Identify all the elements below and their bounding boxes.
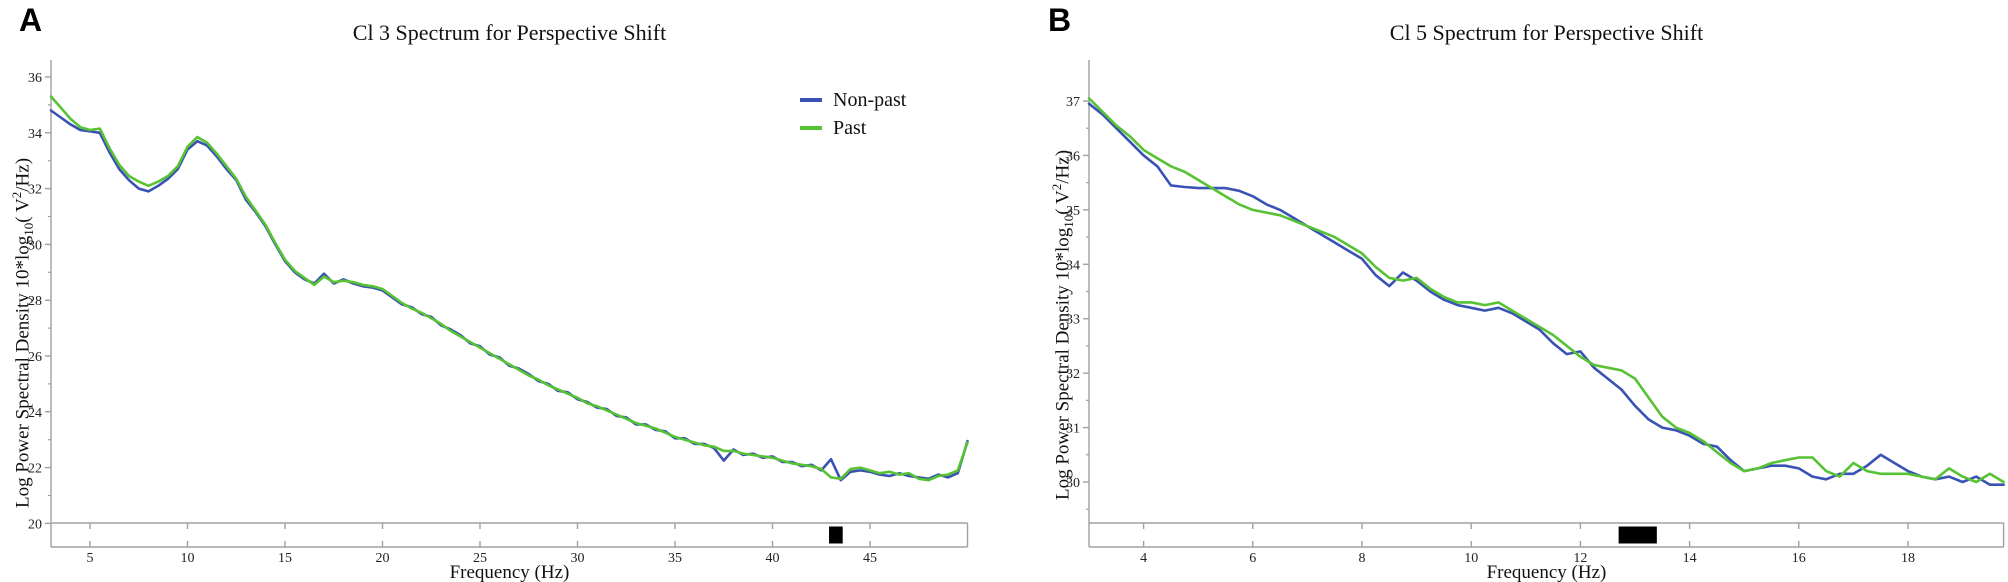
y-tick-label: 20: [28, 517, 42, 532]
x-tick-label: 10: [1464, 551, 1478, 566]
x-tick-label: 40: [766, 551, 780, 566]
legend-label-nonpast: Non-past: [833, 88, 907, 111]
y-tick-label: 30: [28, 238, 42, 253]
y-tick-label: 35: [1066, 204, 1080, 219]
legend: Non-past Past: [800, 86, 906, 142]
panel-b-plot: 30 31 32 33 34 35 36 37 4 6 8 10 12 14 16 18: [1066, 60, 2005, 566]
y-tick-label: 34: [28, 127, 42, 142]
y-tick-label: 36: [1066, 149, 1080, 164]
y-tick-label: 32: [28, 183, 42, 198]
y-tick-label: 33: [1066, 313, 1080, 328]
panel-a-title: Cl 3 Spectrum for Perspective Shift: [352, 20, 667, 45]
x-tick-label: 4: [1140, 551, 1147, 566]
significance-marker: [829, 526, 843, 544]
x-tick-label: 10: [181, 551, 195, 566]
panel-b-title: Cl 5 Spectrum for Perspective Shift: [1389, 20, 1704, 45]
x-tick-label: 30: [571, 551, 585, 566]
y-tick-label: 22: [28, 462, 42, 477]
x-tick-label: 20: [376, 551, 390, 566]
panel-b-x-axis-label: Frequency (Hz): [1486, 562, 1607, 582]
legend-entry-nonpast: Non-past: [800, 86, 906, 114]
panel-b: B Cl 5 Spectrum for Perspective Shift Lo…: [1004, 0, 2008, 582]
legend-label-past: Past: [833, 116, 867, 139]
x-tick-label: 25: [473, 551, 487, 566]
y-tick-label: 24: [28, 406, 42, 421]
nonpast-line-swatch: [800, 98, 822, 102]
x-tick-label: 8: [1359, 551, 1366, 566]
y-tick-label: 30: [1066, 476, 1080, 491]
x-tick-label: 15: [278, 551, 292, 566]
significance-marker: [1618, 526, 1657, 544]
y-tick-label: 31: [1066, 422, 1080, 437]
y-tick-label: 37: [1066, 95, 1080, 110]
panel-a: A Cl 3 Spectrum for Perspective Shift Lo…: [9, 2, 969, 582]
past-line-swatch: [800, 126, 822, 130]
series-line-non-past: [49, 109, 969, 482]
x-tick-label: 12: [1573, 551, 1587, 566]
y-tick-label: 32: [1066, 367, 1080, 382]
x-tick-label: 18: [1901, 551, 1915, 566]
y-tick-label: 36: [28, 71, 42, 86]
series-line-non-past: [1087, 102, 2005, 487]
y-tick-label: 28: [28, 294, 42, 309]
legend-entry-past: Past: [800, 114, 906, 142]
panel-b-letter: B: [1048, 2, 1072, 38]
panel-a-plot: 20 22 24 26 28 30 32 34 36 5 10 15 20 25 30 35 40 45: [28, 60, 969, 566]
series-line-past: [1087, 97, 2005, 484]
panel-a-x-axis-label: Frequency (Hz): [449, 562, 570, 582]
x-tick-label: 6: [1249, 551, 1256, 566]
y-tick-label: 26: [28, 350, 42, 365]
x-tick-label: 16: [1792, 551, 1806, 566]
panel-a-letter: A: [19, 2, 43, 38]
x-tick-label: 35: [668, 551, 682, 566]
series-line-past: [49, 95, 969, 482]
x-tick-label: 45: [863, 551, 877, 566]
x-tick-label: 14: [1683, 551, 1697, 566]
y-tick-label: 34: [1066, 258, 1080, 273]
x-tick-label: 5: [87, 551, 94, 566]
